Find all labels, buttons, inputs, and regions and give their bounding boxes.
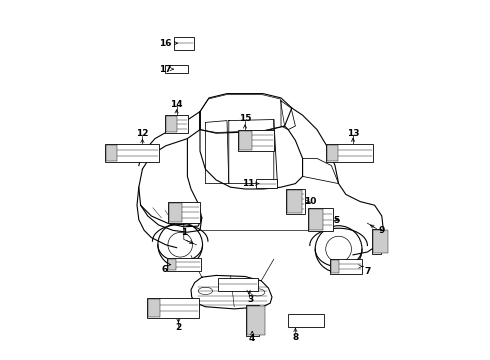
- Bar: [286, 189, 305, 214]
- Bar: [287, 190, 302, 213]
- Bar: [288, 314, 324, 327]
- Bar: [165, 65, 188, 73]
- Bar: [165, 115, 188, 133]
- Bar: [238, 130, 274, 151]
- Bar: [174, 37, 194, 49]
- Text: 7: 7: [364, 267, 370, 276]
- Bar: [104, 144, 159, 162]
- Text: 17: 17: [159, 65, 171, 74]
- Bar: [326, 144, 373, 162]
- Text: 2: 2: [175, 323, 181, 332]
- Bar: [169, 203, 182, 222]
- Bar: [218, 278, 258, 291]
- Text: 11: 11: [243, 179, 255, 188]
- Bar: [308, 208, 333, 231]
- Text: 5: 5: [334, 216, 340, 225]
- Bar: [309, 209, 323, 230]
- Bar: [239, 131, 252, 150]
- Text: 3: 3: [247, 295, 253, 304]
- Bar: [147, 298, 199, 318]
- Text: 8: 8: [292, 333, 298, 342]
- Bar: [327, 145, 338, 161]
- Bar: [256, 179, 277, 188]
- Text: 14: 14: [171, 100, 183, 109]
- Text: 16: 16: [159, 39, 171, 48]
- Text: 9: 9: [379, 226, 385, 235]
- Bar: [168, 259, 176, 270]
- Text: 1: 1: [181, 228, 187, 237]
- Bar: [331, 260, 339, 273]
- Text: 10: 10: [304, 197, 316, 206]
- Bar: [106, 145, 117, 161]
- Bar: [168, 202, 200, 223]
- Bar: [167, 258, 201, 271]
- Text: 12: 12: [136, 129, 148, 138]
- Text: 15: 15: [239, 114, 251, 123]
- Text: 6: 6: [162, 266, 168, 274]
- Bar: [148, 299, 160, 317]
- Bar: [246, 305, 259, 336]
- Bar: [372, 229, 381, 254]
- Text: 4: 4: [249, 334, 255, 343]
- Bar: [247, 306, 266, 335]
- Bar: [373, 230, 388, 253]
- Bar: [166, 116, 177, 132]
- Bar: [330, 259, 362, 274]
- Text: 13: 13: [347, 129, 359, 138]
